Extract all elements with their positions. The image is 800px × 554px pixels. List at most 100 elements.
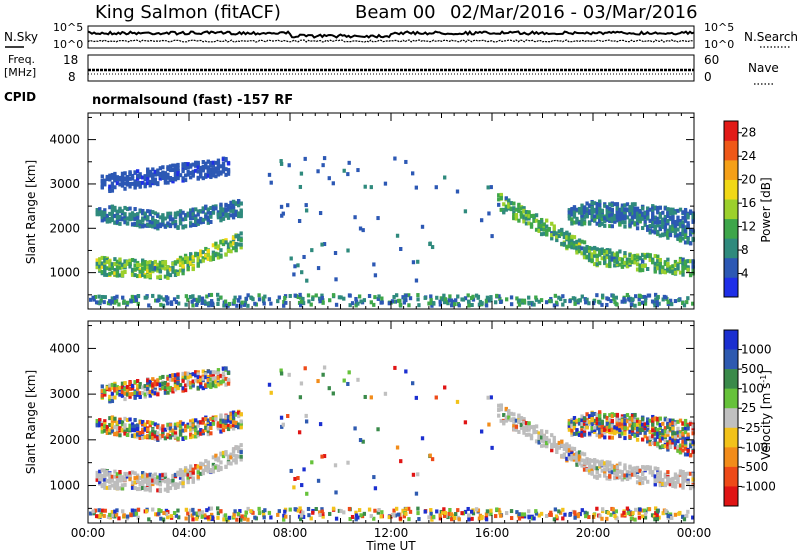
velocity-cell xyxy=(196,470,200,475)
velocity-cell xyxy=(195,516,199,521)
velocity-cell xyxy=(224,376,228,381)
power-cell xyxy=(633,253,637,258)
velocity-cell xyxy=(181,378,185,383)
velocity-cell xyxy=(585,467,589,472)
velocity-cell xyxy=(316,379,320,384)
power-cell xyxy=(676,233,680,238)
power-cell xyxy=(681,227,685,232)
power-cell xyxy=(379,300,383,305)
power-cell xyxy=(653,266,657,271)
velocity-cell xyxy=(587,461,592,466)
power-cell xyxy=(605,205,609,210)
power-cell xyxy=(236,242,241,247)
power-cell xyxy=(195,300,200,305)
velocity-cell xyxy=(146,380,150,385)
velocity-cell xyxy=(688,444,693,449)
power-cell xyxy=(103,182,107,187)
velocity-cell xyxy=(108,512,112,517)
power-cell xyxy=(671,228,675,233)
power-cell xyxy=(314,293,318,298)
velocity-cell xyxy=(169,514,173,519)
power-cell xyxy=(224,303,229,308)
velocity-cell xyxy=(656,471,660,476)
power-cell xyxy=(554,300,559,305)
power-cell xyxy=(146,260,150,265)
velocity-cell xyxy=(178,475,183,480)
velocity-cell xyxy=(178,468,183,473)
power-cell xyxy=(226,207,231,212)
velocity-cell xyxy=(362,511,367,516)
velocity-cell xyxy=(651,428,655,433)
velocity-cell xyxy=(115,431,120,436)
velocity-cell xyxy=(146,386,150,391)
power-cell xyxy=(234,242,238,247)
power-cell xyxy=(582,219,587,224)
velocity-cell xyxy=(499,406,503,411)
colorbar-segment xyxy=(724,140,738,161)
power-cell xyxy=(673,267,678,272)
power-cell xyxy=(593,201,597,206)
velocity-cell xyxy=(158,386,163,391)
power-cell xyxy=(133,295,138,300)
velocity-cell xyxy=(524,421,529,426)
power-cell xyxy=(141,224,145,229)
velocity-cell xyxy=(118,392,122,397)
velocity-cell xyxy=(664,509,668,514)
velocity-cell xyxy=(407,506,411,511)
velocity-cell xyxy=(663,438,668,443)
velocity-cell xyxy=(94,514,99,519)
power-cell xyxy=(555,238,559,243)
velocity-cell xyxy=(640,428,645,433)
power-cell xyxy=(646,206,650,211)
power-cell xyxy=(575,241,579,246)
power-cell xyxy=(614,295,618,300)
power-cell xyxy=(110,299,114,304)
velocity-cell xyxy=(595,426,599,431)
velocity-cell xyxy=(148,379,152,384)
power-cell xyxy=(171,163,175,168)
velocity-cell xyxy=(686,509,690,514)
velocity-cell xyxy=(216,511,220,516)
power-cell xyxy=(545,232,549,237)
velocity-cell xyxy=(497,408,501,413)
power-cell xyxy=(168,168,173,173)
velocity-cell xyxy=(595,423,599,428)
velocity-cell xyxy=(239,443,243,448)
power-cell xyxy=(671,220,675,225)
velocity-cell xyxy=(653,442,657,447)
power-cell xyxy=(507,204,511,209)
velocity-cell xyxy=(235,517,239,522)
power-cell xyxy=(653,205,657,210)
power-cell xyxy=(537,299,541,304)
power-cell xyxy=(196,257,200,262)
velocity-cell xyxy=(181,473,185,478)
power-cell xyxy=(661,217,665,222)
power-cell xyxy=(231,199,236,204)
power-cell xyxy=(146,274,150,279)
station-title: King Salmon (fitACF) xyxy=(95,2,281,23)
velocity-cell xyxy=(133,380,137,385)
velocity-cell xyxy=(598,410,602,415)
power-cell xyxy=(686,296,690,301)
velocity-cell xyxy=(542,433,546,438)
power-cell xyxy=(196,169,200,174)
velocity-cell xyxy=(120,422,125,427)
power-cell xyxy=(567,236,572,241)
power-cell xyxy=(577,242,582,247)
velocity-cell xyxy=(234,420,238,425)
power-cell xyxy=(204,214,208,219)
velocity-cell xyxy=(226,423,231,428)
power-cell xyxy=(542,222,546,227)
velocity-cell xyxy=(640,417,645,422)
velocity-cell xyxy=(550,442,554,447)
velocity-cell xyxy=(120,384,125,389)
power-cell xyxy=(590,246,594,251)
power-cell xyxy=(600,293,605,298)
velocity-cell xyxy=(651,470,655,475)
power-cell xyxy=(489,295,493,300)
velocity-cell xyxy=(128,423,132,428)
velocity-cell xyxy=(120,478,125,483)
velocity-cell xyxy=(560,439,564,444)
power-cell xyxy=(613,219,617,224)
power-cell xyxy=(168,212,173,217)
